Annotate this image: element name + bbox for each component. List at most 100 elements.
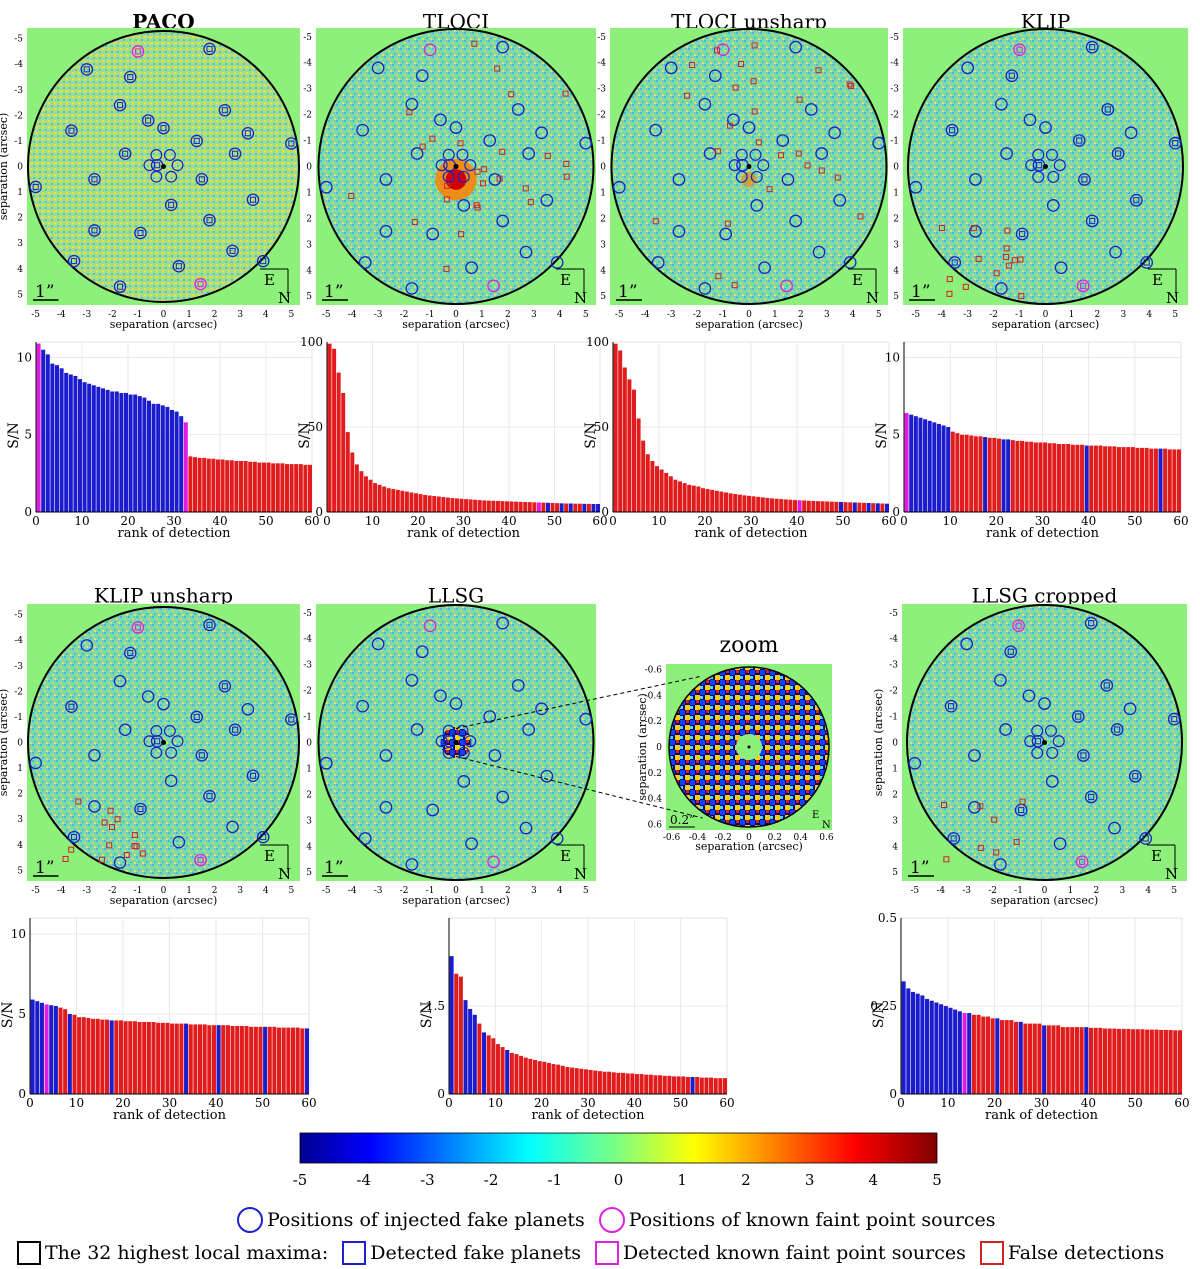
detected-fake-marker — [168, 201, 175, 208]
y-tick-label: 1 — [306, 764, 312, 774]
bar — [267, 1026, 272, 1094]
injected-planet-marker — [449, 121, 463, 134]
injected-planet-marker — [519, 821, 533, 835]
x-tick-label: -1 — [719, 310, 728, 320]
y-tick-label: -4 — [14, 636, 23, 646]
x-tick-label: 10 — [488, 1096, 503, 1110]
y-axis-label: separation (arcsec) — [636, 693, 649, 801]
bar — [1112, 446, 1117, 512]
injected-planet-marker — [1123, 702, 1137, 716]
bar — [920, 995, 925, 1094]
false-detection-marker — [481, 166, 488, 173]
injected-planet-marker — [1101, 103, 1115, 116]
bar — [72, 1014, 77, 1094]
false-detection-marker — [496, 175, 503, 182]
known-source-marker — [1076, 279, 1090, 293]
injected-planet-marker — [456, 724, 469, 737]
false-detection-marker — [563, 173, 570, 180]
x-tick-label: 5 — [583, 310, 589, 320]
map-panel-llsg_cropped: LLSG cropped -5 -5 -4 -4 -3 -3 -2 -2 -1 -1 0 0 1 1 2 2 3 3… — [872, 584, 1187, 907]
x-axis-label: rank of detection — [986, 526, 1100, 541]
false-detection-marker — [348, 192, 355, 199]
bar — [404, 491, 409, 512]
injected-planet-marker — [522, 723, 535, 736]
injected-planet-marker — [1140, 256, 1154, 269]
false-detection-marker — [724, 220, 731, 227]
x-axis-label: rank of detection — [113, 1108, 227, 1123]
injected-planet-marker — [457, 775, 471, 788]
false-detection-marker — [732, 84, 739, 91]
detected-fake-marker — [175, 263, 182, 270]
x-tick-label: 1 — [186, 310, 192, 320]
scale-label: 1” — [324, 282, 344, 302]
bar — [211, 458, 216, 512]
x-tick-label: 10 — [69, 1096, 84, 1110]
y-tick-label: -1 — [303, 137, 312, 147]
colorbar-tick-label: -3 — [420, 1171, 435, 1189]
y-tick-label: 5 — [306, 292, 312, 302]
scale-label: 0.2” — [670, 813, 695, 827]
bar — [225, 460, 230, 512]
injected-planet-marker — [123, 646, 137, 660]
detected-fake-marker — [91, 227, 98, 234]
injected-planet-marker — [1046, 746, 1059, 759]
false-detection-marker — [522, 185, 529, 192]
bar — [760, 497, 765, 512]
injected-planet-marker — [405, 858, 419, 871]
injected-planet-marker — [195, 749, 209, 762]
x-tick-label: -2 — [108, 886, 117, 896]
bar — [68, 374, 73, 512]
false-detection-marker — [106, 842, 113, 849]
bar — [455, 498, 459, 512]
injected-planet-marker — [80, 63, 94, 76]
y-tick-label: 0 — [18, 1087, 26, 1101]
bar — [829, 501, 834, 512]
bar — [995, 1018, 1000, 1094]
x-tick-label: -1 — [1014, 886, 1023, 896]
false-detection-marker — [766, 186, 773, 193]
bar — [486, 1035, 491, 1094]
injected-planet-marker — [1015, 227, 1029, 241]
bar — [992, 437, 997, 512]
detected-fake-marker — [232, 150, 239, 157]
false-detection-marker — [755, 139, 762, 146]
x-tick-label: 3 — [531, 886, 537, 896]
bar — [78, 379, 82, 512]
y-tick-label: 10 — [17, 350, 32, 364]
false-detection-marker — [946, 290, 953, 297]
x-tick-label: -3 — [667, 310, 676, 320]
y-tick-label: 0 — [600, 163, 606, 173]
bar — [550, 502, 555, 512]
y-tick-label: 1 — [893, 188, 899, 198]
injected-planet-marker — [134, 226, 147, 240]
legend-detected-fake: Detected fake planets — [370, 1242, 581, 1264]
y-tick-label: -4 — [889, 635, 898, 645]
bar — [230, 1026, 235, 1094]
false-detection-marker — [796, 96, 803, 103]
y-tick-label: -2 — [889, 687, 898, 697]
bar — [174, 1023, 179, 1094]
east-label: E — [560, 271, 571, 289]
x-tick-label: 60 — [592, 514, 607, 528]
injected-planet-marker — [218, 679, 232, 693]
bar — [943, 1006, 948, 1094]
bar — [1028, 1023, 1033, 1094]
bar — [1018, 1021, 1023, 1094]
y-tick-label: -3 — [14, 86, 23, 96]
known-source-marker — [1075, 855, 1089, 869]
bar — [737, 494, 742, 512]
false-detection-marker — [480, 180, 487, 187]
bar — [806, 500, 811, 512]
x-tick-label: 5 — [583, 886, 589, 896]
false-detection-marker — [499, 148, 506, 155]
x-tick-label: 1 — [186, 886, 192, 896]
detected-fake-square-icon — [342, 1241, 367, 1265]
injected-planet-marker — [195, 173, 209, 186]
x-tick-label: -4 — [57, 886, 66, 896]
bar — [303, 464, 308, 512]
injected-planet-marker — [405, 673, 419, 687]
false-detection-marker — [1011, 257, 1018, 264]
detected-fake-marker — [122, 150, 129, 157]
x-tick-label: 4 — [1146, 310, 1152, 320]
